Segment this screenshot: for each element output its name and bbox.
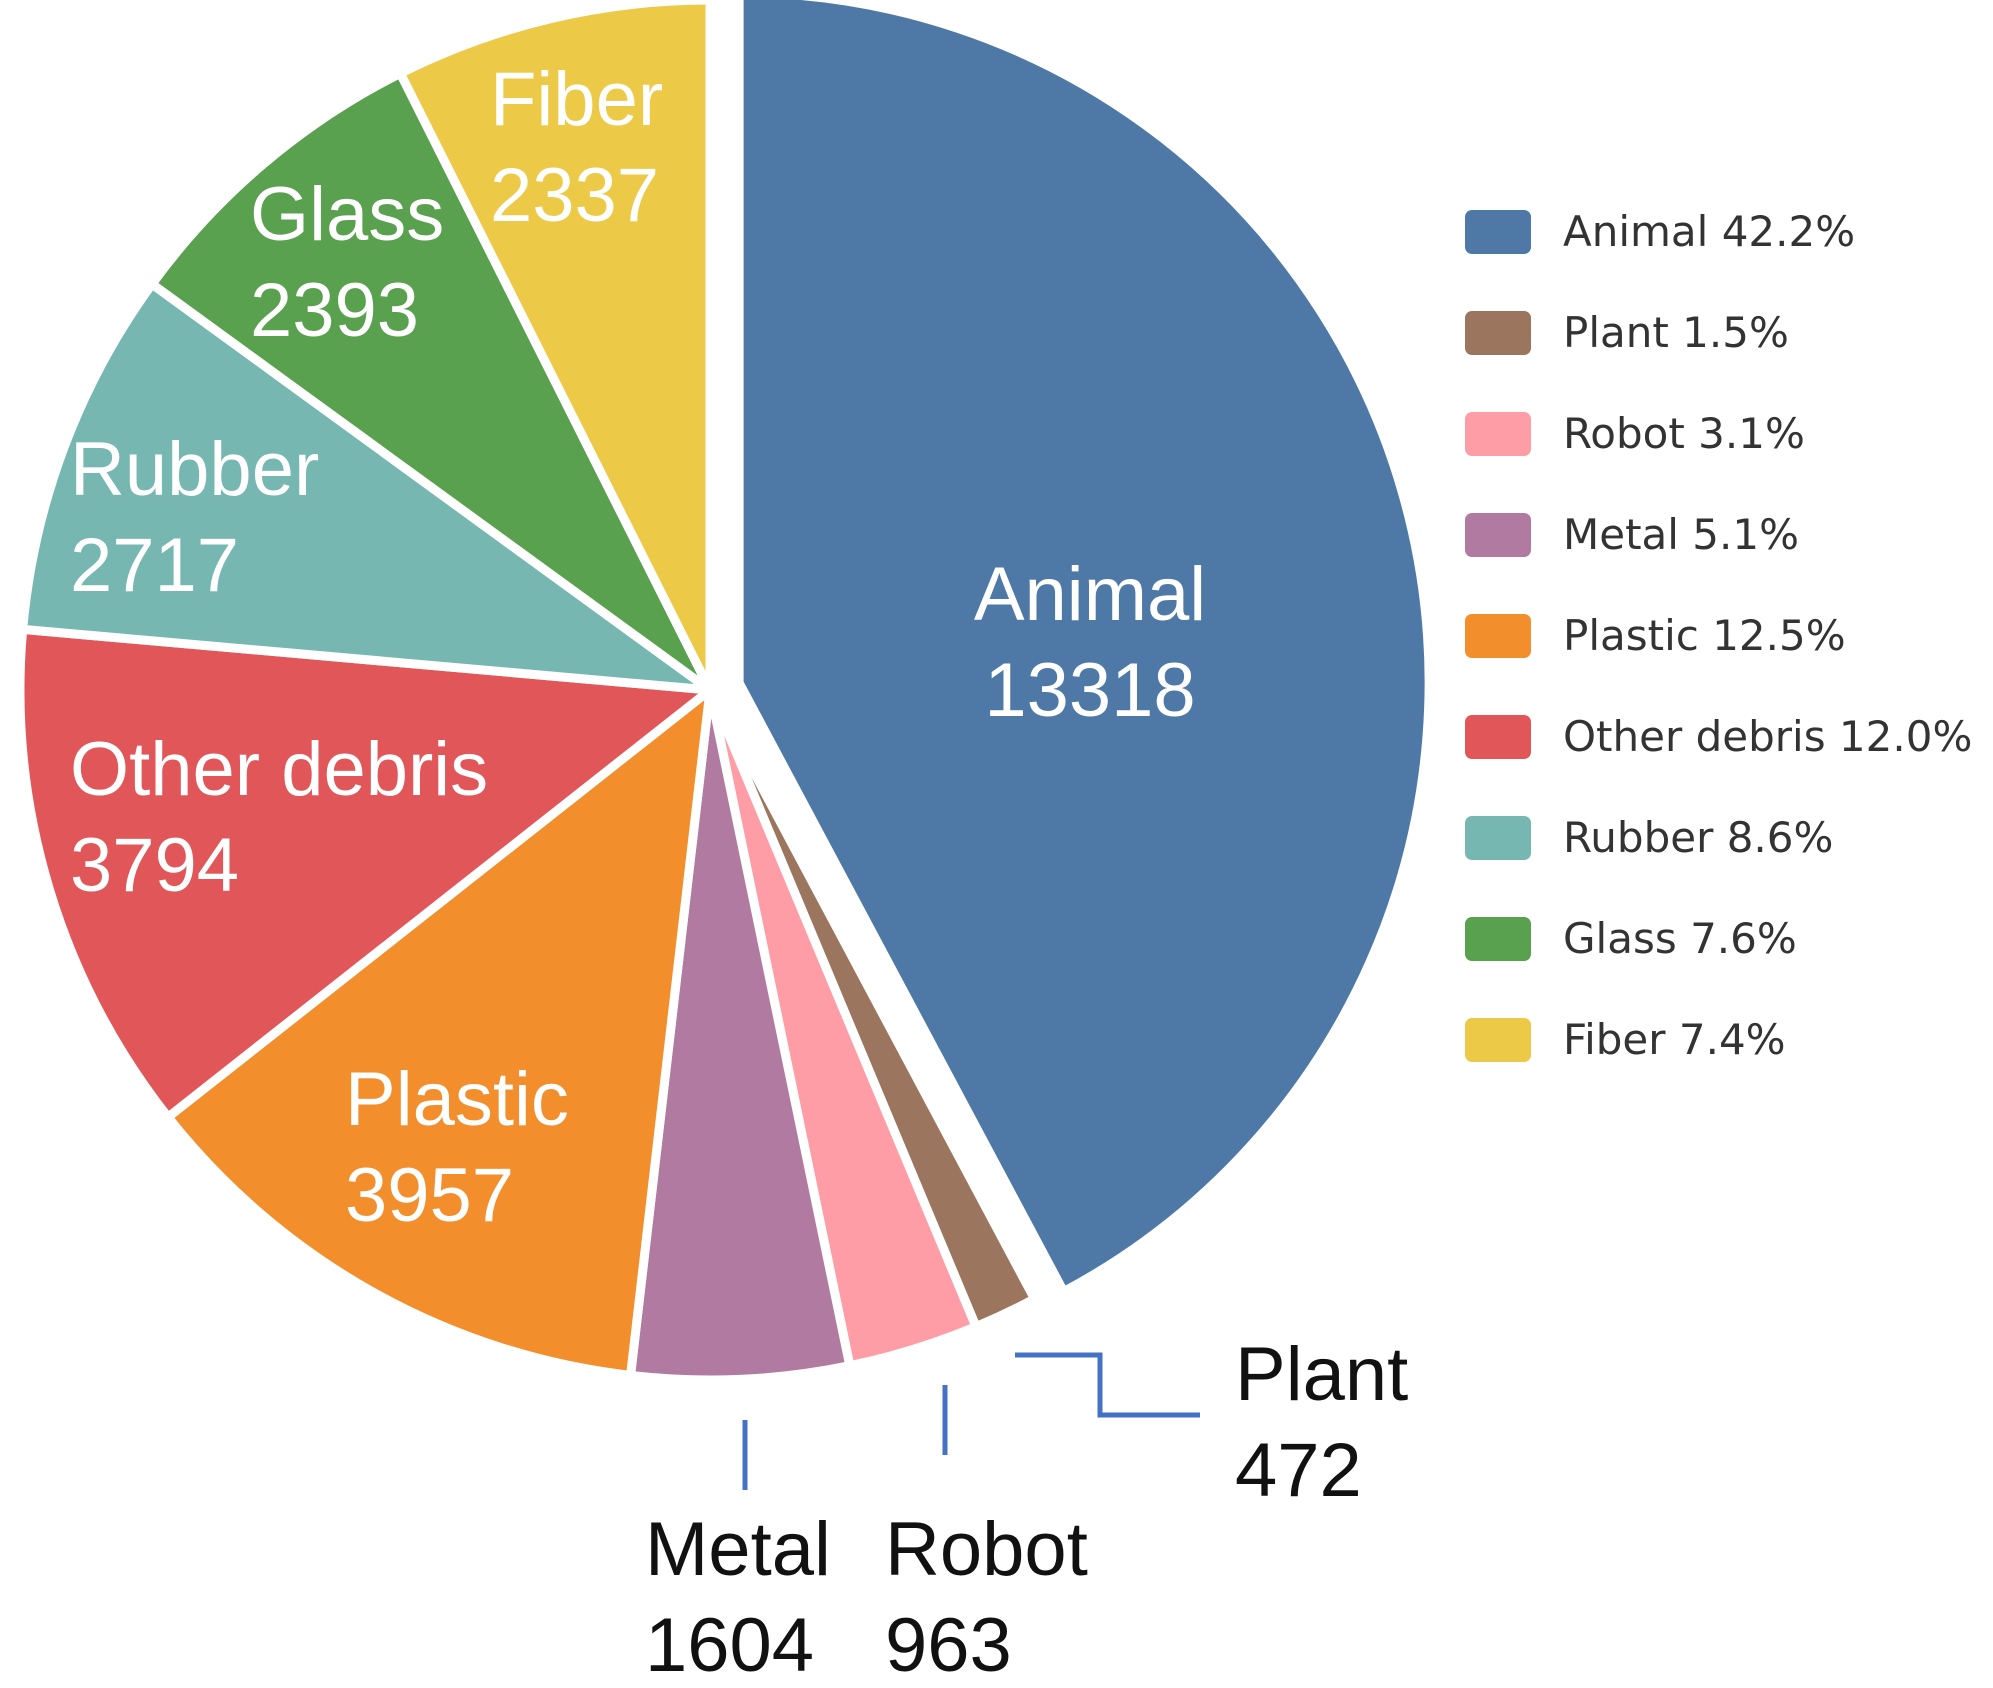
pie-slice-metal <box>626 685 855 1385</box>
slice-label-plastic: Plastic 3957 <box>345 1057 569 1238</box>
slice-label-value: 3794 <box>70 823 239 908</box>
slice-label-rubber: Rubber 2717 <box>70 427 319 608</box>
legend-swatch-other-debris <box>1465 715 1531 759</box>
slice-label-name: Animal <box>974 552 1206 637</box>
slice-label-value: 472 <box>1235 1428 1362 1513</box>
legend-swatch-animal <box>1465 210 1531 254</box>
leader-line-plant <box>1015 1352 1200 1418</box>
legend-label-glass: Glass 7.6% <box>1563 914 1797 963</box>
slice-label-robot: Robot 963 <box>885 1507 1088 1688</box>
legend-label-animal: Animal 42.2% <box>1563 207 1855 256</box>
legend-label-plastic: Plastic 12.5% <box>1563 611 1846 660</box>
slice-label-value: 2393 <box>250 268 419 353</box>
slice-label-glass: Glass 2393 <box>250 172 444 353</box>
slice-label-value: 2717 <box>70 523 239 608</box>
legend-swatch-fiber <box>1465 1018 1531 1062</box>
legend-label-other-debris: Other debris 12.0% <box>1563 712 1972 761</box>
slice-label-metal: Metal 1604 <box>645 1507 831 1688</box>
legend-swatch-robot <box>1465 412 1531 456</box>
slice-label-plant: Plant 472 <box>1235 1332 1408 1513</box>
pie-slice-fiber <box>395 0 715 695</box>
legend-swatch-plant <box>1465 311 1531 355</box>
slice-label-name: Metal <box>645 1507 831 1592</box>
slice-label-value: 13318 <box>984 648 1195 733</box>
slice-label-value: 3957 <box>345 1153 514 1238</box>
pie-slice-glass <box>147 68 715 695</box>
slice-label-value: 963 <box>885 1603 1012 1688</box>
legend-label-robot: Robot 3.1% <box>1563 409 1805 458</box>
slice-label-value: 1604 <box>645 1603 814 1688</box>
slice-label-other-debris: Other debris 3794 <box>70 727 488 908</box>
legend-swatch-glass <box>1465 917 1531 961</box>
legend-swatch-plastic <box>1465 614 1531 658</box>
slice-label-name: Rubber <box>70 427 319 512</box>
legend-swatch-rubber <box>1465 816 1531 860</box>
legend-swatch-metal <box>1465 513 1531 557</box>
slice-label-name: Plant <box>1235 1332 1408 1417</box>
legend-label-fiber: Fiber 7.4% <box>1563 1015 1786 1064</box>
slice-label-animal: Animal 13318 <box>974 552 1206 733</box>
legend: Animal 42.2% Plant 1.5% Robot 3.1% Metal 5.… <box>1465 207 1972 1064</box>
pie-slice-other-debris <box>15 624 715 1122</box>
slice-label-name: Glass <box>250 172 444 257</box>
slice-label-name: Robot <box>885 1507 1088 1592</box>
slice-label-name: Fiber <box>490 57 663 142</box>
pie-slice-animal <box>734 0 1434 1297</box>
legend-label-rubber: Rubber 8.6% <box>1563 813 1833 862</box>
slice-label-name: Other debris <box>70 727 488 812</box>
pie-slice-rubber <box>18 279 715 695</box>
legend-label-metal: Metal 5.1% <box>1563 510 1799 559</box>
pie-slice-plastic <box>163 685 715 1380</box>
slice-label-name: Plastic <box>345 1057 569 1142</box>
legend-label-plant: Plant 1.5% <box>1563 308 1789 357</box>
slice-label-fiber: Fiber 2337 <box>490 57 663 238</box>
slice-label-value: 2337 <box>490 153 659 238</box>
